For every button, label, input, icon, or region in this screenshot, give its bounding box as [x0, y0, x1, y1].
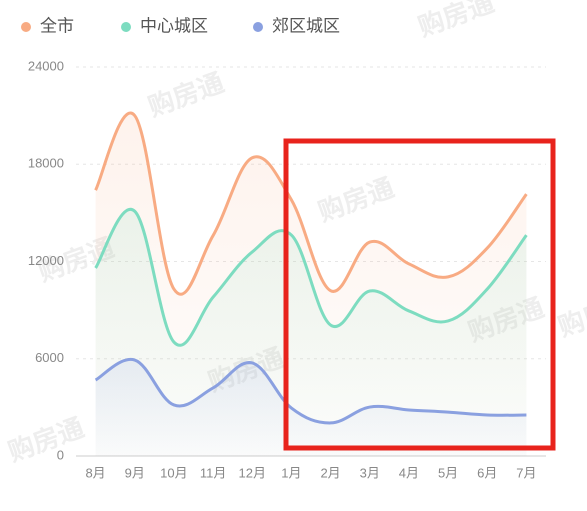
legend-label: 全市: [40, 16, 74, 35]
legend-label: 郊区城区: [272, 16, 340, 35]
x-tick-label: 3月: [360, 465, 380, 480]
area: [95, 359, 527, 456]
watermark: 购房通: [414, 0, 498, 42]
line: [94, 357, 527, 425]
y-tick-label: 12000: [28, 253, 64, 268]
legend-marker: [253, 22, 263, 32]
x-tick-label: 6月: [477, 465, 497, 480]
watermark: 购房通: [144, 67, 228, 122]
line: [94, 207, 528, 347]
watermark: 购房通: [554, 287, 587, 342]
x-tick-label: 9月: [125, 465, 145, 480]
y-tick-label: 0: [57, 447, 64, 462]
x-tick-label: 7月: [516, 465, 536, 480]
y-tick-label: 6000: [35, 350, 64, 365]
legend-marker: [121, 22, 131, 32]
x-tick-label: 1月: [281, 465, 301, 480]
y-tick-label: 18000: [28, 156, 64, 171]
watermark: 购房通: [314, 172, 398, 227]
line: [94, 111, 528, 296]
y-tick-label: 24000: [28, 58, 64, 73]
x-tick-label: 11月: [200, 465, 227, 480]
x-tick-label: 12月: [239, 465, 266, 480]
legend-marker: [21, 22, 31, 32]
x-tick-label: 2月: [320, 465, 340, 480]
x-tick-label: 5月: [438, 465, 458, 480]
x-tick-label: 10月: [160, 465, 187, 480]
legend-label: 中心城区: [140, 16, 208, 35]
highlight-box: [283, 138, 556, 451]
x-tick-label: 4月: [399, 465, 419, 480]
x-tick-label: 8月: [85, 465, 105, 480]
watermark: 购房通: [4, 412, 88, 467]
